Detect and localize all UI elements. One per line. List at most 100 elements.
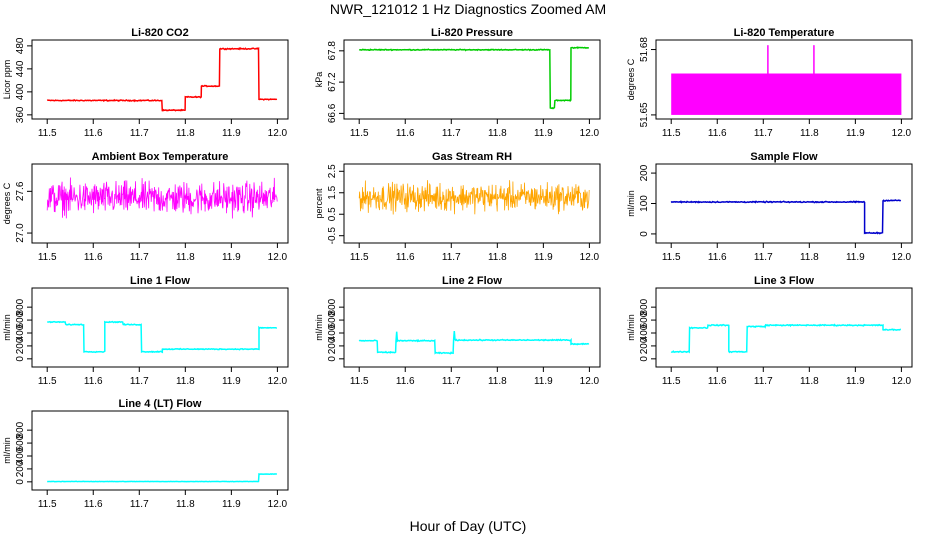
x-tick-label: 11.7 [130,499,149,510]
chart-panel-10: Line 4 (LT) Flow 11.5 11.6 11.7 11.8 11.9 12.0… [2,398,289,510]
x-tick-label: 11.7 [442,376,461,387]
y-tick-label: 67.8 [327,41,338,61]
plot-frame [343,287,601,368]
x-tick-label: 11.7 [754,128,773,139]
y-tick-label: 0 [15,479,26,485]
x-tick-label: 11.6 [396,376,415,387]
panel-title: Sample Flow [750,151,818,163]
y-tick-label: 200 [327,337,338,354]
x-tick-label: 12.0 [580,376,600,387]
x-tick-label: 11.7 [442,252,461,263]
data-series-line [358,331,590,355]
x-tick-label: 11.8 [176,252,195,263]
x-tick-label: 11.6 [84,252,103,263]
y-tick-label: 0 [15,356,26,362]
x-tick-label: 12.0 [892,252,912,263]
y-axis-label: ml/min [2,314,12,341]
plot-frame [655,287,913,368]
y-tick-label: 480 [15,37,26,54]
y-axis-label: ml/min [626,314,636,341]
x-tick-label: 11.5 [662,376,681,387]
y-tick-label: 600 [327,311,338,328]
x-tick-label: 12.0 [268,376,288,387]
data-series-line [358,180,590,215]
chart-panel-4: Ambient Box Temperature 11.5 11.6 11.7 11.8 1… [2,151,289,263]
x-tick-label: 11.5 [350,128,369,139]
panel-title: Li-820 CO2 [131,27,188,39]
y-tick-label: 1.5 [327,185,338,199]
plot-frame [343,39,601,120]
data-series-line [670,323,902,354]
plot-frame [31,39,289,120]
y-axis-label: degrees C [626,58,636,100]
x-tick-label: 11.9 [846,252,865,263]
x-tick-label: 11.9 [534,252,553,263]
x-tick-label: 12.0 [580,252,600,263]
y-axis-label: ml/min [314,314,324,341]
panel-title: Line 4 (LT) Flow [119,398,202,410]
y-axis-label: degrees C [2,182,12,224]
x-tick-label: 11.9 [534,376,553,387]
data-series-line [47,320,278,354]
y-tick-label: 800 [639,298,650,315]
data-series-line [46,177,278,219]
x-tick-label: 11.8 [488,252,507,263]
x-tick-label: 12.0 [892,128,912,139]
y-axis-label: ml/min [2,437,12,464]
y-tick-label: 800 [15,421,26,438]
panel-title: Line 3 Flow [754,275,814,287]
y-tick-label: 360 [15,106,26,123]
x-tick-label: 11.6 [708,252,727,263]
y-tick-label: 0.5 [327,207,338,221]
y-axis-label: kPa [314,72,324,88]
x-tick-label: 11.5 [662,128,681,139]
chart-panel-5: Gas Stream RH 11.5 11.6 11.7 11.8 11.9 12.0 -0.… [314,151,601,263]
y-tick-label: -0.5 [327,227,338,245]
panel-title: Li-820 Temperature [734,27,835,39]
y-tick-label: 600 [639,311,650,328]
plot-frame [655,163,913,244]
x-tick-label: 11.6 [708,376,727,387]
x-tick-label: 11.7 [130,128,149,139]
figure-title: NWR_121012 1 Hz Diagnostics Zoomed AM [330,1,606,17]
y-tick-label: 27.0 [15,223,26,243]
y-tick-label: 200 [15,337,26,354]
x-tick-label: 11.8 [800,376,819,387]
plot-frame [31,287,289,368]
y-tick-label: 66.6 [327,103,338,123]
y-tick-label: 200 [639,337,650,354]
x-tick-label: 11.8 [488,128,507,139]
x-tick-label: 11.6 [396,128,415,139]
x-tick-label: 12.0 [268,252,288,263]
chart-panel-1: Li-820 CO2 11.5 11.6 11.7 11.8 11.9 12.0 360 400… [2,27,289,139]
y-tick-label: 51.65 [639,102,650,127]
figure-x-axis-label: Hour of Day (UTC) [410,518,527,534]
y-tick-label: 440 [15,60,26,77]
y-tick-label: 400 [327,324,338,341]
chart-panel-8: Line 2 Flow 11.5 11.6 11.7 11.8 11.9 12.0 0 2004… [314,275,601,387]
x-tick-label: 11.7 [442,128,461,139]
y-tick-label: 0 [639,356,650,362]
x-tick-label: 11.9 [534,128,553,139]
data-series-band [671,73,902,115]
y-tick-label: 400 [15,447,26,464]
x-tick-label: 11.5 [38,499,57,510]
x-tick-label: 11.5 [38,252,57,263]
plot-frame [31,163,289,244]
y-tick-label: 600 [15,311,26,328]
data-series-line [670,199,902,235]
y-tick-label: 400 [639,324,650,341]
x-tick-label: 11.5 [662,252,681,263]
x-tick-label: 11.8 [176,128,195,139]
y-tick-label: 800 [327,298,338,315]
x-tick-label: 11.5 [38,128,57,139]
x-tick-label: 11.5 [350,376,369,387]
y-tick-label: 27.6 [15,181,26,201]
chart-panel-6: Sample Flow 11.5 11.6 11.7 11.8 11.9 12.0 0 100 2… [626,151,913,263]
y-axis-label: Licor ppm [2,60,12,100]
y-tick-label: 200 [639,164,650,181]
x-tick-label: 11.8 [176,376,195,387]
x-tick-label: 11.9 [222,128,241,139]
panel-title: Li-820 Pressure [431,27,513,39]
x-tick-label: 12.0 [268,128,288,139]
